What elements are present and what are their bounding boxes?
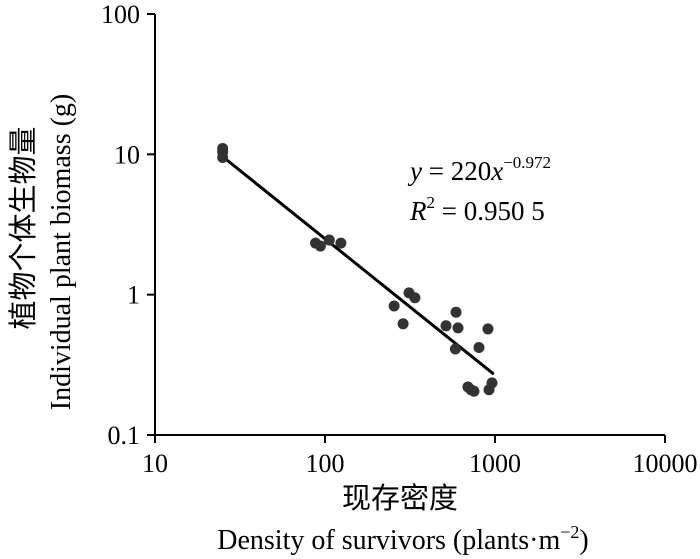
x-axis-title-en-tail: )	[579, 525, 588, 556]
equation-x: x	[490, 156, 503, 186]
data-point	[323, 234, 335, 246]
y-tick-label: 10	[114, 140, 140, 169]
data-point	[473, 342, 485, 354]
y-tick-label: 100	[101, 0, 140, 29]
x-axis-title-en-main: Density of survivors (plants·m	[217, 525, 560, 556]
data-point	[482, 323, 494, 335]
y-tick-label: 0.1	[108, 421, 141, 450]
x-tick-label: 1000	[469, 449, 521, 478]
data-point	[486, 377, 498, 389]
x-axis-title-cn: 现存密度	[342, 482, 458, 515]
data-point	[440, 320, 452, 332]
x-tick-label: 100	[306, 449, 345, 478]
r-superscript: 2	[427, 193, 436, 212]
data-point	[388, 300, 400, 312]
y-tick-label: 1	[127, 281, 140, 310]
y-axis-ticks: 100 10 1 0.1	[101, 0, 155, 450]
data-point	[335, 237, 347, 249]
x-axis-title-en: Density of survivors (plants·m−2)	[217, 522, 588, 556]
equation-y: y	[407, 156, 422, 186]
r-squared-value: = 0.950 5	[435, 196, 545, 226]
r-symbol: R	[409, 196, 427, 226]
data-point	[450, 306, 462, 318]
equation-exponent: −0.972	[503, 153, 551, 172]
y-axis-title-cn: 植物个体生物量	[7, 126, 40, 329]
regression-equation: y = 220x−0.972	[407, 153, 551, 186]
x-axis-ticks: 10 100 1000 10000	[142, 435, 698, 478]
trendline	[221, 155, 495, 375]
data-point	[449, 343, 461, 355]
x-tick-label: 10000	[633, 449, 698, 478]
r-squared-annotation: R2 = 0.950 5	[409, 193, 545, 226]
y-axis-title-en: Individual plant biomass (g)	[46, 94, 77, 411]
data-point	[397, 318, 409, 330]
x-axis-title-en-superscript: −2	[560, 522, 579, 542]
data-points	[217, 143, 498, 397]
x-tick-label: 10	[142, 449, 168, 478]
data-point	[452, 322, 464, 334]
data-point	[314, 240, 326, 252]
equation-coefficient: = 220	[422, 156, 491, 186]
data-point	[409, 292, 421, 304]
data-point	[217, 151, 229, 163]
data-point	[468, 385, 480, 397]
